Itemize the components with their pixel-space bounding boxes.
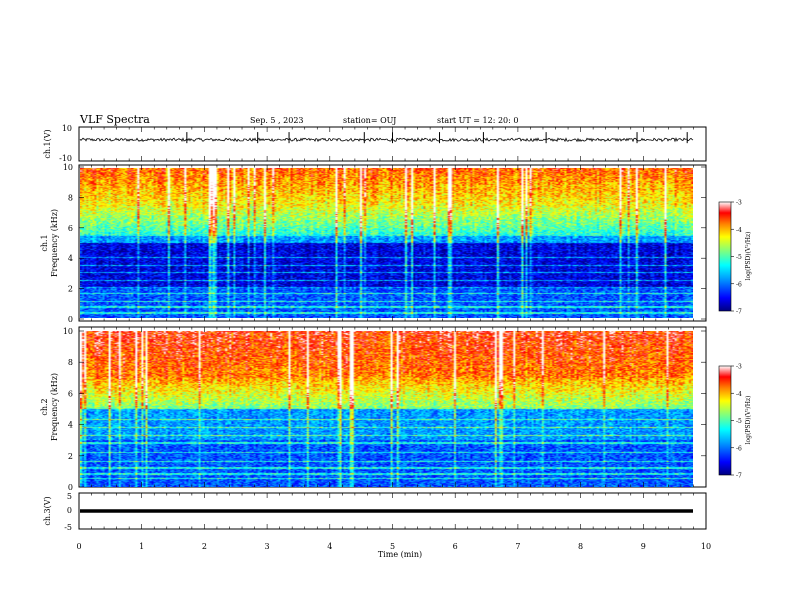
ch3-ytick-top: 5	[67, 492, 72, 501]
ch1-waveform-panel: 10 -10 ch.1(V)	[43, 124, 707, 163]
y-tick-label: 2	[68, 452, 73, 461]
ch2-spectrogram-panel: 0 2 4 6 8 10 ch.2 Frequency (kHz)	[40, 326, 707, 492]
ch2-colorbar-label: log(PSD)(V²/Hz)	[745, 396, 752, 445]
ch2-spectrogram-ylabel: Frequency (kHz)	[50, 373, 59, 441]
ch3-ytick-mid: 0	[67, 506, 72, 515]
ch2-colorbar-ticks: -3 -4 -5 -6 -7	[731, 364, 742, 480]
ch1-colorbar-label: log(PSD)(V²/Hz)	[745, 232, 752, 281]
ch3-waveform-ylabel: ch.3(V)	[43, 496, 52, 525]
ch2-spectrogram-image	[80, 331, 693, 487]
y-tick-label: 0	[68, 483, 73, 492]
y-tick-label: 6	[68, 389, 73, 398]
ch1-spectrogram-panel: 0 2 4 6 8 10 ch.1 Frequency (kHz)	[40, 163, 707, 324]
y-tick-label: 8	[68, 193, 73, 202]
x-tick-label: 0	[76, 542, 81, 551]
ch1-waveform-spikes	[186, 132, 688, 144]
ch1-waveform-trace	[79, 137, 694, 143]
ch1-colorbar: -3 -4 -5 -6 -7 log(PSD)(V²/Hz)	[718, 200, 752, 316]
ch1-colorbar-ticks: -3 -4 -5 -6 -7	[731, 200, 742, 316]
x-tick-label: 9	[641, 542, 646, 551]
y-tick-label: 2	[68, 285, 73, 294]
y-tick-label: 0	[68, 315, 73, 324]
y-tick-label: 8	[68, 358, 73, 367]
colorbar-tick-label: -4	[736, 227, 742, 234]
colorbar-tick-label: -6	[736, 281, 742, 288]
ch2-spectrogram-channel-label: ch.2	[40, 398, 49, 415]
x-tick-label: 3	[265, 542, 270, 551]
x-tick-label: 6	[453, 542, 458, 551]
x-tick-label: 5	[390, 542, 395, 551]
ch3-ytick-bottom: -5	[64, 523, 72, 532]
ch2-spectrogram-yticks: 0 2 4 6 8 10	[63, 327, 706, 492]
header-date: Sep. 5 , 2023	[250, 116, 304, 125]
x-tick-label: 1	[139, 542, 144, 551]
y-tick-label: 4	[68, 421, 73, 430]
ch3-waveform-panel: 5 0 -5 ch.3(V)	[43, 492, 707, 532]
x-tick-label: 7	[515, 542, 520, 551]
colorbar-tick-label: -4	[736, 391, 742, 398]
ch1-ytick-top: 10	[62, 124, 72, 133]
y-tick-label: 10	[63, 327, 73, 336]
x-tick-label: 2	[202, 542, 207, 551]
colorbar-tick-label: -7	[736, 473, 742, 480]
ch2-colorbar: -3 -4 -5 -6 -7 log(PSD)(V²/Hz)	[718, 364, 752, 480]
colorbar-tick-label: -7	[736, 309, 742, 316]
ch1-spectrogram-ylabel: Frequency (kHz)	[50, 209, 59, 277]
ch2-colorbar-gradient	[718, 365, 732, 476]
ch1-spectrogram-image	[80, 168, 693, 318]
ch1-ytick-bottom: -10	[59, 154, 72, 163]
header-start-time: start UT = 12: 20: 0	[437, 116, 518, 125]
ch1-waveform-ylabel: ch.1(V)	[43, 129, 52, 158]
chart-title: VLF Spectra	[79, 113, 150, 126]
ch1-spectrogram-yticks: 0 2 4 6 8 10	[63, 163, 706, 324]
y-tick-label: 6	[68, 224, 73, 233]
colorbar-tick-label: -6	[736, 445, 742, 452]
colorbar-tick-label: -5	[736, 418, 742, 425]
x-tick-label: 4	[327, 542, 332, 551]
x-axis-ticks: 0 1 2 3 4 5 6 7 8 9 10	[76, 127, 711, 551]
header-station: station= OUJ	[343, 116, 396, 125]
y-tick-label: 4	[68, 254, 73, 263]
colorbar-tick-label: -3	[736, 364, 742, 371]
x-tick-label: 8	[578, 542, 583, 551]
ch1-colorbar-gradient	[718, 201, 732, 312]
x-axis-label: Time (min)	[378, 550, 422, 559]
colorbar-tick-label: -5	[736, 254, 742, 261]
y-tick-label: 10	[63, 163, 73, 172]
ch1-spectrogram-channel-label: ch.1	[40, 234, 49, 251]
x-tick-label: 10	[701, 542, 711, 551]
colorbar-tick-label: -3	[736, 200, 742, 207]
